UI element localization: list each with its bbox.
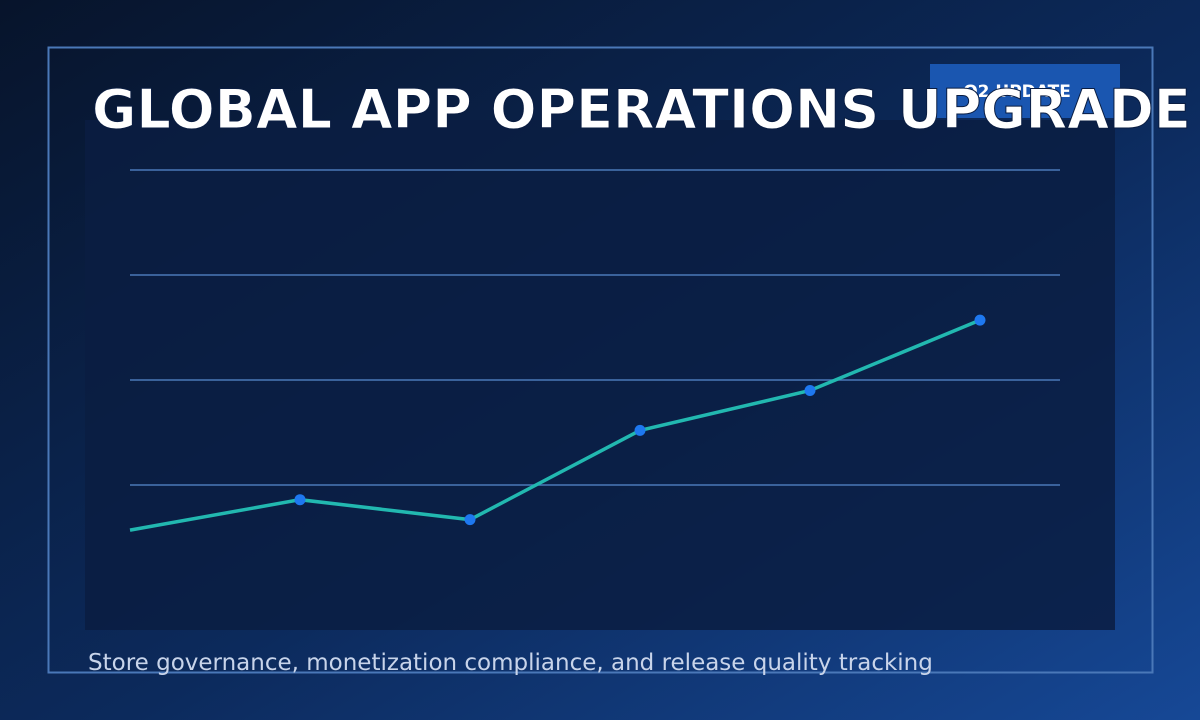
data-point	[464, 514, 476, 526]
data-point	[974, 314, 986, 326]
badge	[930, 64, 1120, 118]
subtitle: Store governance, monetization complianc…	[88, 650, 933, 676]
plot	[129, 169, 1060, 532]
chart-panel	[85, 120, 1115, 630]
data-point	[294, 494, 306, 506]
chart-title: GLOBAL APP OPERATIONS UPGRADE	[92, 78, 1191, 141]
data-point	[634, 424, 646, 436]
badge-text: Q2 UPDATE	[963, 82, 1071, 102]
frame	[47, 46, 1154, 674]
data-line	[129, 318, 981, 532]
data-point	[804, 385, 816, 396]
